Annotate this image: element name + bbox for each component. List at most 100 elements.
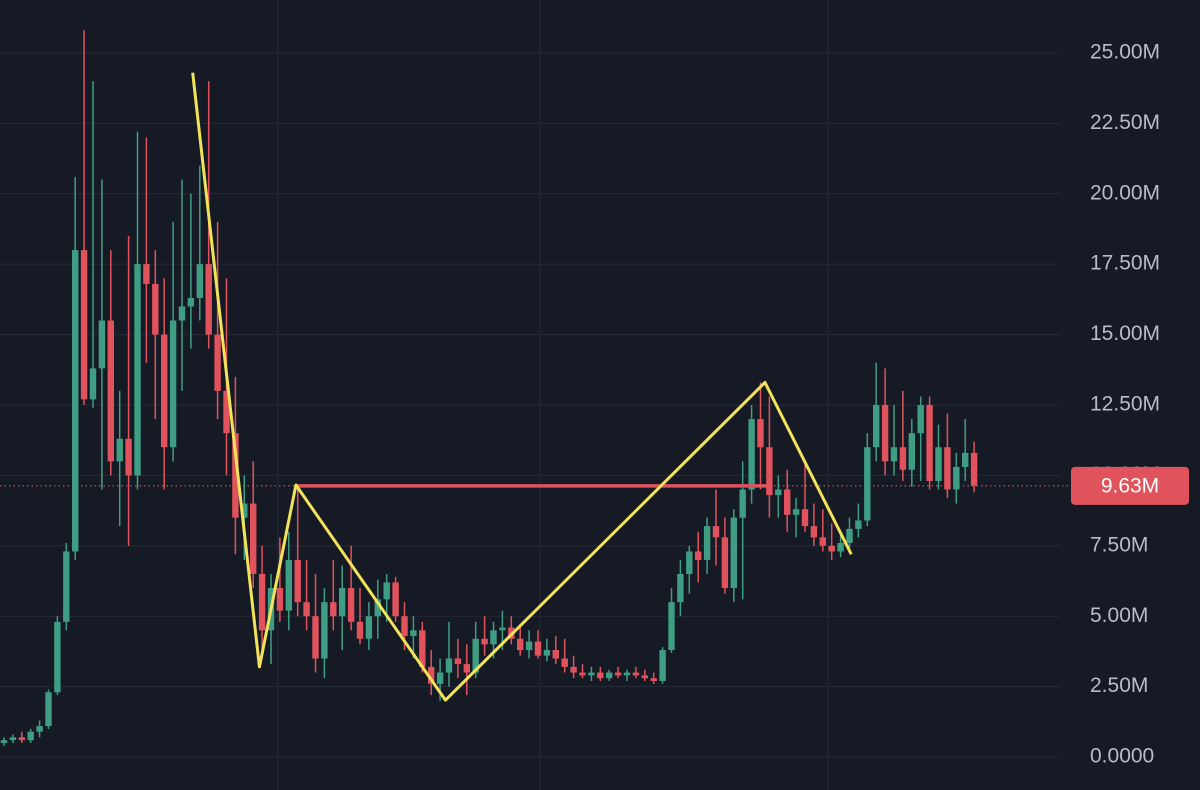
candle-body: [63, 551, 70, 622]
candle-body: [695, 551, 702, 560]
candle-body: [285, 559, 292, 611]
candle-body: [196, 264, 203, 298]
candle-body: [970, 452, 978, 486]
y-tick-label: 2.50M: [1090, 674, 1148, 697]
candle-body: [303, 602, 310, 617]
candle-body: [276, 588, 284, 611]
candle-body: [935, 447, 942, 482]
candle-body: [428, 666, 435, 684]
candle-body: [588, 672, 595, 676]
candle-body: [819, 537, 826, 546]
candle-body: [72, 250, 79, 552]
candle-body: [445, 658, 453, 673]
candle-body: [855, 520, 862, 529]
y-tick-label: 12.50M: [1090, 393, 1160, 416]
candle-body: [810, 526, 818, 538]
candle-body: [54, 621, 61, 693]
candle-body: [926, 404, 933, 482]
candle-body: [837, 543, 844, 552]
candle-body: [784, 489, 791, 515]
candle-body: [258, 573, 266, 631]
candle-body: [864, 447, 871, 521]
candle-body: [757, 419, 764, 448]
candle-body: [365, 616, 373, 639]
candle-body: [383, 582, 390, 600]
candle-body: [205, 264, 212, 335]
candle-body: [472, 638, 479, 673]
candle-body: [312, 616, 319, 659]
candle-body: [241, 503, 248, 518]
candle-body: [490, 630, 497, 645]
candle-body: [347, 588, 355, 622]
candle-body: [169, 320, 177, 448]
candle-body: [953, 466, 960, 490]
candle-body: [606, 672, 613, 679]
candle-body: [294, 559, 301, 603]
candle-body: [570, 666, 577, 673]
candle-body: [525, 641, 533, 651]
candle-body: [561, 658, 568, 667]
candle-body: [178, 306, 186, 321]
candle-body: [775, 489, 782, 496]
y-tick-label: 5.00M: [1090, 604, 1148, 627]
candle-body: [944, 447, 951, 490]
candle-body: [116, 438, 123, 462]
candle-body: [659, 650, 666, 682]
candle-body: [401, 616, 408, 636]
candle-body: [45, 692, 52, 727]
candle-body: [161, 334, 168, 448]
candle-body: [89, 368, 97, 400]
candle-body: [463, 664, 470, 673]
candle-body: [232, 433, 239, 518]
candle-body: [419, 630, 426, 667]
candle-body: [899, 447, 907, 470]
candle-body: [846, 528, 853, 544]
candle-body: [766, 447, 773, 496]
y-tick-label: 0.0000: [1090, 745, 1154, 768]
y-tick-label: 20.00M: [1090, 181, 1160, 204]
zigzag-line: [191, 72, 853, 702]
candle-body: [134, 264, 141, 476]
candle-body: [739, 489, 746, 518]
candle-body: [552, 650, 559, 659]
candle-body: [18, 737, 25, 741]
last-price-badge: [1071, 466, 1189, 505]
candle-body: [107, 320, 114, 462]
candle-body: [321, 602, 328, 659]
candle-body: [80, 250, 88, 400]
candle-body: [374, 599, 381, 617]
candle-body: [0, 740, 8, 743]
candle-body: [890, 447, 898, 462]
candle-body: [454, 658, 462, 665]
candle-body: [917, 404, 924, 434]
candle-body: [668, 602, 675, 651]
candle-body: [339, 588, 346, 617]
candle-body: [748, 419, 755, 490]
y-tick-label: 15.00M: [1090, 322, 1160, 345]
candle-body: [641, 675, 648, 679]
candle-body: [517, 638, 524, 651]
candle-body: [436, 672, 444, 684]
candle-body: [703, 526, 711, 560]
candle-body: [410, 630, 417, 636]
candle-body: [962, 452, 969, 467]
candle-body: [27, 731, 34, 741]
candle-body: [677, 573, 684, 603]
candle-body: [792, 509, 800, 515]
candle-body: [828, 545, 835, 552]
candle-body: [499, 627, 506, 631]
candle-body: [9, 737, 17, 741]
candle-body: [908, 433, 915, 470]
candle-body: [543, 650, 551, 656]
candle-body: [650, 678, 657, 682]
candle-body: [579, 672, 586, 676]
candle-body: [712, 526, 720, 538]
candle-body: [98, 320, 106, 369]
y-tick-label: 22.50M: [1090, 111, 1160, 134]
candle-body: [223, 390, 230, 434]
y-tick-label: 17.50M: [1090, 252, 1160, 275]
candle-body: [873, 404, 880, 448]
candle-body: [686, 551, 693, 574]
y-tick-label: 25.00M: [1090, 40, 1160, 63]
